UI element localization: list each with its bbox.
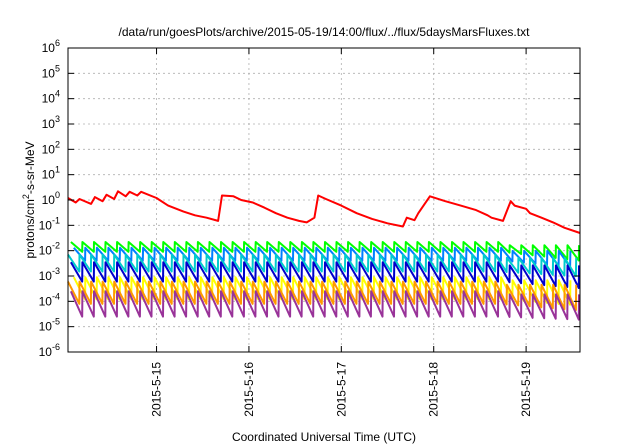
y-tick-label: 10-1 [39, 215, 60, 232]
y-tick-label: 105 [42, 63, 60, 80]
x-axis-label: Coordinated Universal Time (UTC) [232, 430, 416, 444]
series-line [73, 246, 572, 268]
y-axis-label: protons/cm2-s-sr-MeV [21, 141, 37, 258]
y-tick-label: 103 [42, 114, 60, 131]
y-tick-label: 10-3 [39, 266, 60, 283]
series-line [70, 261, 580, 289]
y-axis-label-base: protons/cm [23, 199, 37, 258]
series-line [69, 290, 580, 321]
y-tick-label: 100 [42, 190, 60, 207]
x-axis: 2015-5-15 2015-5-16 2015-5-17 2015-5-18 2015… [150, 48, 533, 417]
series-line [67, 190, 581, 234]
x-tick-label: 2015-5-15 [150, 362, 164, 417]
x-tick-label: 2015-5-16 [242, 362, 256, 417]
y-tick-label: 10-2 [39, 241, 60, 258]
y-tick-label: 101 [42, 165, 60, 182]
y-tick-label: 102 [42, 139, 60, 156]
x-tick-label: 2015-5-17 [334, 362, 348, 417]
grid [68, 48, 580, 352]
series-line [70, 241, 580, 262]
x-tick-label: 2015-5-18 [427, 362, 441, 417]
y-axis-label-rest: -s-sr-MeV [23, 141, 37, 194]
series-line [67, 253, 578, 278]
series-group [67, 190, 581, 321]
y-tick-label: 10-6 [39, 342, 60, 359]
y-axis: 10-6 10-5 10-4 10-3 10-2 10-1 100 101 102 103 104 1… [39, 38, 580, 359]
chart-title: /data/run/goesPlots/archive/2015-05-19/1… [119, 25, 531, 39]
series-line [67, 280, 578, 312]
y-axis-label-exp: 2 [21, 194, 31, 199]
x-tick-label: 2015-5-19 [519, 362, 533, 417]
y-tick-label: 10-4 [39, 291, 60, 308]
y-tick-label: 104 [42, 89, 60, 106]
y-tick-label: 10-5 [39, 317, 60, 334]
y-tick-label: 106 [42, 38, 60, 55]
